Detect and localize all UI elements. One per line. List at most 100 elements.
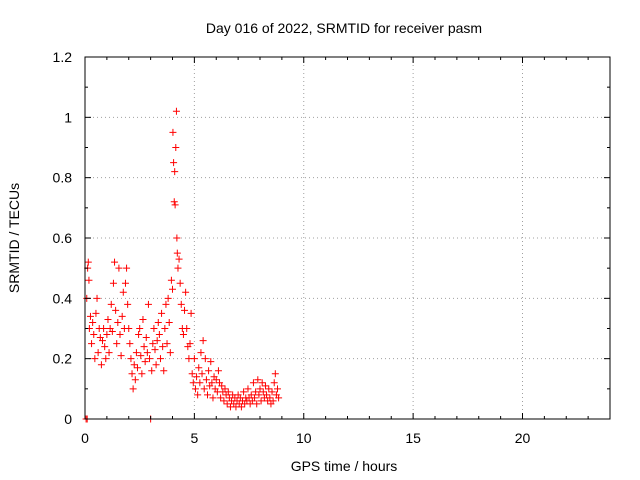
data-point — [115, 264, 123, 272]
data-point — [111, 258, 119, 266]
data-point — [263, 391, 271, 399]
data-point — [149, 340, 157, 348]
data-point — [128, 370, 136, 378]
data-point — [126, 340, 134, 348]
data-point — [103, 331, 111, 339]
data-point — [135, 331, 143, 339]
data-point — [237, 403, 245, 411]
data-point — [274, 385, 281, 393]
data-point — [109, 279, 117, 287]
data-point — [119, 288, 127, 296]
data-point — [173, 234, 181, 242]
data-point — [100, 325, 108, 332]
data-point — [212, 376, 220, 384]
data-point — [200, 385, 208, 393]
data-point — [158, 309, 166, 317]
y-tick-label: 0 — [64, 411, 72, 427]
data-point — [141, 358, 149, 366]
data-point — [265, 385, 273, 393]
x-tick-label: 0 — [81, 430, 89, 446]
data-point — [91, 355, 99, 363]
data-point — [176, 279, 184, 287]
data-point — [124, 300, 132, 308]
data-point — [199, 337, 207, 345]
data-point — [113, 340, 121, 348]
data-point — [92, 309, 100, 317]
x-tick-label: 5 — [190, 430, 198, 446]
y-tick-label: 1.2 — [53, 49, 73, 65]
y-tick-label: 0.6 — [53, 230, 73, 246]
x-tick-label: 20 — [515, 430, 531, 446]
data-point — [125, 325, 133, 332]
data-point — [202, 376, 210, 384]
data-point — [187, 309, 195, 317]
data-point — [253, 400, 261, 408]
data-point — [153, 337, 161, 345]
y-tick-label: 0.8 — [53, 170, 73, 186]
data-point — [166, 349, 174, 357]
data-point — [104, 315, 112, 323]
data-point — [171, 201, 179, 209]
data-point — [188, 370, 196, 378]
y-axis-label: SRMTID / TECUs — [6, 183, 22, 293]
data-point — [208, 379, 216, 387]
data-point — [164, 294, 172, 302]
data-point — [256, 385, 264, 393]
data-point — [162, 300, 170, 308]
data-point — [156, 355, 164, 363]
grid-lines — [85, 57, 610, 419]
data-point — [214, 367, 222, 375]
data-point — [195, 364, 203, 372]
data-point — [130, 361, 138, 369]
data-point — [167, 276, 175, 284]
data-point — [161, 325, 169, 332]
axes — [84, 56, 611, 420]
data-point — [257, 397, 265, 405]
data-point — [121, 279, 129, 287]
data-point — [175, 255, 183, 263]
data-point — [101, 343, 109, 351]
data-point — [160, 367, 168, 375]
data-point — [251, 394, 259, 402]
data-point — [132, 349, 140, 357]
y-tick-label: 0.2 — [53, 351, 73, 367]
data-point — [183, 325, 191, 332]
data-point — [252, 388, 260, 396]
data-point — [223, 400, 231, 408]
data-point — [134, 364, 141, 372]
data-point — [271, 370, 279, 378]
data-point — [266, 394, 274, 402]
x-tick-label: 15 — [405, 430, 421, 446]
data-point — [136, 325, 144, 332]
data-point — [97, 361, 105, 369]
data-point — [269, 397, 277, 405]
data-point — [148, 367, 156, 375]
data-point — [89, 318, 97, 326]
data-point — [86, 312, 94, 320]
data-point — [138, 370, 146, 378]
data-point — [131, 376, 139, 384]
data-point — [268, 388, 276, 396]
data-point — [172, 144, 180, 151]
data-point — [186, 340, 194, 348]
data-point — [174, 264, 182, 272]
data-points — [82, 107, 283, 423]
data-point — [154, 318, 162, 326]
data-point — [170, 159, 178, 167]
data-point — [247, 391, 255, 399]
data-point — [193, 373, 201, 381]
data-point — [275, 394, 283, 402]
data-point — [142, 334, 150, 342]
data-point — [201, 355, 209, 363]
y-tick-label: 1 — [64, 109, 72, 125]
data-point — [137, 352, 145, 360]
data-point — [127, 355, 135, 363]
data-point — [139, 315, 147, 323]
data-point — [102, 355, 110, 363]
data-point — [165, 318, 173, 326]
data-point — [146, 355, 154, 363]
data-point — [169, 128, 177, 136]
chart-title: Day 016 of 2022, SRMTID for receiver pas… — [206, 20, 482, 36]
data-point — [207, 358, 215, 366]
